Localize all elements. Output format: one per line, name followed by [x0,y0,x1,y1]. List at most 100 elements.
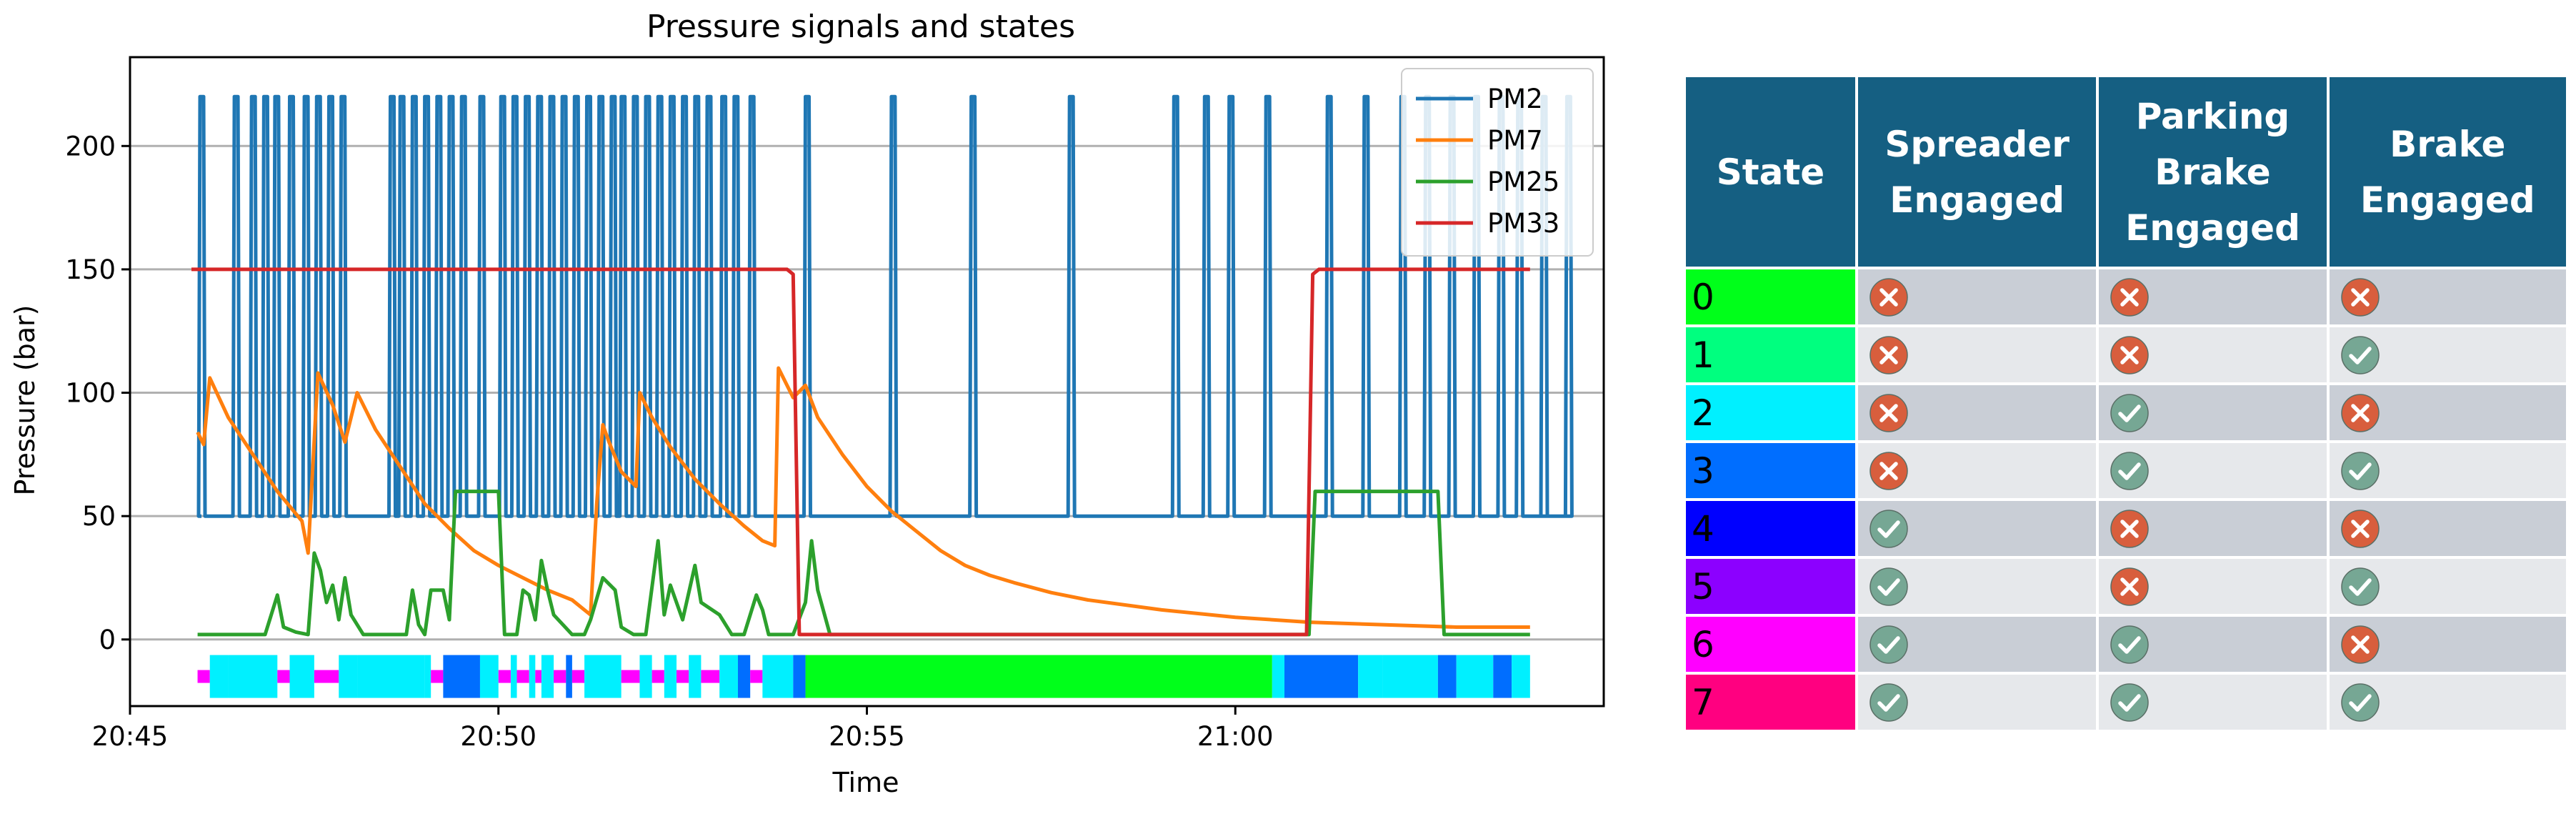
table-header-spreader-engaged: Spreader Engaged [1857,77,2097,267]
state-segment [571,670,585,683]
check-icon [2110,393,2150,432]
table-row: 3 [1686,443,2566,498]
state-segment [516,670,529,683]
legend-box [1401,68,1594,257]
flag-cell [2329,385,2566,440]
y-tick-label: 0 [99,625,116,655]
state-segment [554,670,566,683]
series-line-pm7 [196,366,1530,629]
state-segment [1493,655,1512,698]
check-icon [2110,683,2150,722]
state-segment [443,655,480,698]
table-row: 2 [1686,385,2566,440]
table-header-parking-brake-engaged: Parking Brake Engaged [2099,77,2327,267]
state-cell: 7 [1686,675,1855,730]
state-segment [689,655,702,698]
state-segment [498,670,511,683]
state-segment [535,670,541,683]
cross-icon [1869,451,1908,490]
state-segment [1358,655,1383,698]
state-bar [197,655,1530,698]
table-row: 5 [1686,559,2566,614]
flag-cell [1857,327,2097,382]
flag-cell [2099,443,2327,498]
flag-cell [2329,501,2566,556]
state-segment [584,655,621,698]
legend-label: PM33 [1487,208,1559,239]
check-icon [1869,683,1908,722]
state-segment [719,655,738,698]
cross-icon [1869,393,1908,432]
state-segment [357,655,425,698]
state-segment [639,655,652,698]
state-segment [867,655,1272,698]
state-segment [621,670,640,683]
flag-cell [2329,559,2566,614]
state-segment [228,655,278,698]
y-tick-label: 150 [65,254,116,285]
cross-icon [1869,277,1908,317]
x-axis-label: Time [832,767,899,798]
flag-cell [2329,269,2566,324]
state-segment [277,670,290,683]
state-segment [664,655,677,698]
state-segment [289,655,314,698]
cross-icon [2340,625,2380,664]
state-segment [431,670,444,683]
check-icon [2340,683,2380,722]
state-cell: 6 [1686,617,1855,672]
state-segment [1272,655,1285,698]
cross-icon [2340,393,2380,432]
flag-cell [2329,675,2566,730]
pressure-chart: Pressure signals and states 20:45 20:50 20… [9,9,1605,798]
y-tick-label: 50 [82,501,116,532]
state-segment [510,655,517,698]
state-cell: 1 [1686,327,1855,382]
check-icon [2340,335,2380,374]
table-header-row: State Spreader Engaged Parking Brake Engaged B… [1686,77,2566,267]
check-icon [2110,625,2150,664]
state-segment [1437,655,1457,698]
state-segment [793,655,806,698]
x-tick-label: 20:55 [829,721,905,752]
cross-icon [2340,509,2380,548]
grid-lines [130,144,1604,641]
state-cell: 5 [1686,559,1855,614]
state-cell: 3 [1686,443,1855,498]
flag-cell [2099,617,2327,672]
cross-icon [2340,277,2380,317]
legend-label: PM7 [1487,125,1543,156]
cross-icon [2110,335,2150,374]
state-table: State Spreader Engaged Parking Brake Engaged B… [1683,74,2569,733]
flag-cell [1857,675,2097,730]
y-axis-ticks: 0 50 100 150 200 [65,131,130,655]
flag-cell [2329,443,2566,498]
flag-cell [1857,269,2097,324]
flag-cell [2099,675,2327,730]
series-line-pm2 [196,94,1574,518]
state-segment [529,655,536,698]
legend: PM2 PM7 PM25 PM33 [1401,68,1594,257]
series-line-pm33 [191,267,1530,637]
state-segment [424,655,431,698]
check-icon [2340,451,2380,490]
state-segment [1456,655,1494,698]
x-tick-label: 21:00 [1197,721,1274,752]
table-row: 6 [1686,617,2566,672]
cross-icon [2110,509,2150,548]
cross-icon [1869,335,1908,374]
flag-cell [2099,269,2327,324]
state-segment [197,670,210,683]
y-axis-label: Pressure (bar) [9,304,41,495]
legend-label: PM2 [1487,84,1543,114]
x-tick-label: 20:50 [460,721,536,752]
flag-cell [2099,385,2327,440]
flag-cell [2099,327,2327,382]
table-row: 4 [1686,501,2566,556]
check-icon [2340,567,2380,606]
flag-cell [2329,327,2566,382]
flag-cell [2099,559,2327,614]
x-tick-label: 20:45 [92,721,169,752]
table-row: 0 [1686,269,2566,324]
